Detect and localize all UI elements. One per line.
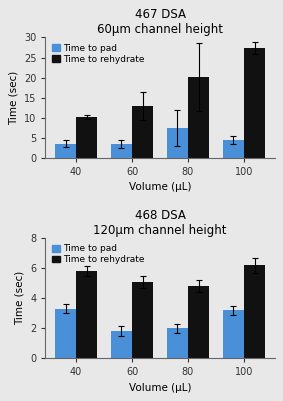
Bar bbox=[188, 77, 209, 158]
Y-axis label: Time (sec): Time (sec) bbox=[8, 71, 18, 125]
Bar bbox=[167, 128, 188, 158]
Y-axis label: Time (sec): Time (sec) bbox=[15, 271, 25, 325]
Bar bbox=[188, 286, 209, 358]
Bar bbox=[111, 331, 132, 358]
Bar bbox=[76, 271, 97, 358]
Bar bbox=[132, 282, 153, 358]
Bar bbox=[55, 144, 76, 158]
Bar bbox=[111, 144, 132, 158]
Legend: Time to pad, Time to rehydrate: Time to pad, Time to rehydrate bbox=[50, 243, 147, 266]
Bar bbox=[76, 117, 97, 158]
Title: 468 DSA
120μm channel height: 468 DSA 120μm channel height bbox=[93, 209, 227, 237]
X-axis label: Volume (μL): Volume (μL) bbox=[129, 383, 191, 393]
Bar bbox=[55, 308, 76, 358]
Bar bbox=[132, 105, 153, 158]
Title: 467 DSA
60μm channel height: 467 DSA 60μm channel height bbox=[97, 8, 223, 36]
Legend: Time to pad, Time to rehydrate: Time to pad, Time to rehydrate bbox=[50, 42, 147, 65]
Bar bbox=[244, 265, 265, 358]
Bar bbox=[223, 310, 244, 358]
Bar bbox=[167, 328, 188, 358]
Bar bbox=[244, 47, 265, 158]
Bar bbox=[223, 140, 244, 158]
X-axis label: Volume (μL): Volume (μL) bbox=[129, 182, 191, 192]
